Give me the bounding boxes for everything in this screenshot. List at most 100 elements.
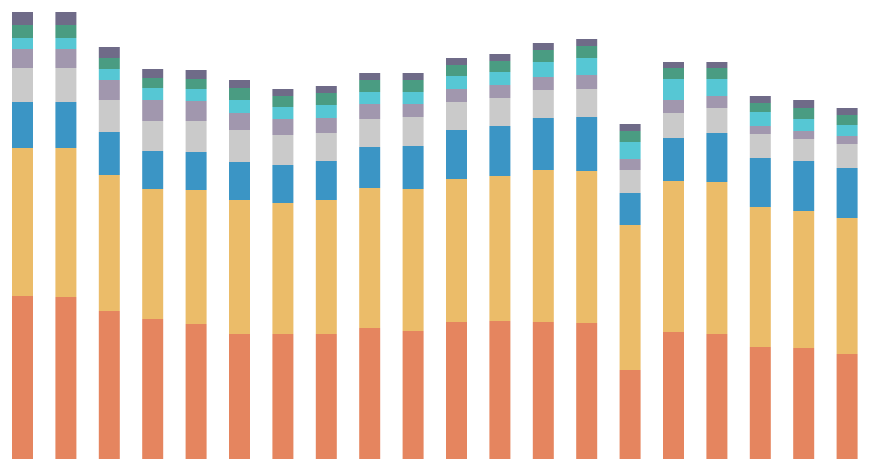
bar-segment-3-series-4 (98, 100, 120, 132)
bar-segment-14-series-6 (576, 58, 598, 75)
bar-segment-16-series-4 (663, 113, 684, 138)
bar-segment-3-series-6 (98, 69, 120, 80)
bar-segment-5-series-7 (185, 79, 207, 89)
bar-segment-2-series-2 (55, 148, 77, 297)
bar-segment-7-series-6 (272, 107, 294, 119)
bar-segment-10-series-1 (402, 331, 424, 459)
bar-segment-20-series-1 (836, 354, 858, 459)
bar-segment-16-series-5 (663, 100, 684, 113)
bar-segment-14-series-8 (576, 39, 598, 46)
bar-segment-15-series-3 (619, 193, 641, 225)
bar-segment-3-series-8 (98, 47, 120, 58)
bar-segment-2-series-4 (55, 68, 77, 102)
bar-segment-17-series-6 (706, 79, 728, 96)
bar-segment-17-series-2 (706, 182, 728, 334)
bar-segment-8-series-6 (315, 105, 337, 118)
bar-segment-9-series-7 (359, 80, 381, 92)
bar-segment-5-series-1 (185, 324, 207, 459)
bar-segment-18-series-5 (749, 126, 771, 134)
bar-segment-11-series-2 (446, 179, 467, 322)
bar-segment-14-series-7 (576, 46, 598, 58)
bar-segment-1-series-5 (12, 49, 33, 68)
bar-segment-1-series-8 (12, 12, 33, 25)
bar-segment-12-series-4 (489, 98, 511, 126)
bar-segment-4-series-6 (142, 88, 164, 100)
bar-segment-6-series-7 (229, 88, 250, 100)
bar-segment-1-series-1 (12, 296, 33, 459)
bar-segment-1-series-6 (12, 38, 33, 49)
bar-segment-7-series-4 (272, 135, 294, 165)
bar-segment-16-series-8 (663, 62, 684, 68)
bar-segment-6-series-2 (229, 200, 250, 334)
bar-segment-19-series-8 (793, 100, 815, 108)
bar-segment-16-series-3 (663, 138, 684, 181)
bar-segment-3-series-1 (98, 311, 120, 459)
bar-segment-14-series-2 (576, 171, 598, 323)
bar-segment-9-series-3 (359, 147, 381, 188)
bar-segment-13-series-4 (532, 90, 554, 118)
bar-segment-15-series-7 (619, 131, 641, 142)
bar-segment-3-series-3 (98, 132, 120, 175)
bar-segment-10-series-8 (402, 73, 424, 80)
bar-segment-8-series-1 (315, 334, 337, 459)
bar-segment-15-series-2 (619, 225, 641, 370)
bar-segment-20-series-8 (836, 108, 858, 115)
bar-segment-4-series-2 (142, 189, 164, 319)
bar-segment-10-series-4 (402, 117, 424, 146)
bar-segment-16-series-7 (663, 68, 684, 79)
bar-segment-12-series-8 (489, 54, 511, 61)
bar-segment-4-series-4 (142, 121, 164, 151)
bar-segment-7-series-5 (272, 119, 294, 135)
bar-segment-19-series-1 (793, 348, 815, 459)
bar-segment-6-series-4 (229, 130, 250, 162)
bar-segment-16-series-1 (663, 332, 684, 459)
bar-segment-17-series-1 (706, 334, 728, 459)
bar-segment-1-series-7 (12, 25, 33, 38)
bar-segment-18-series-2 (749, 207, 771, 347)
bar-segment-20-series-7 (836, 115, 858, 125)
bar-segment-6-series-5 (229, 113, 250, 130)
bar-segment-4-series-5 (142, 100, 164, 121)
bar-segment-6-series-6 (229, 100, 250, 113)
bar-segment-1-series-2 (12, 148, 33, 296)
bar-segment-5-series-5 (185, 101, 207, 121)
bar-segment-5-series-2 (185, 190, 207, 324)
bar-segment-11-series-6 (446, 76, 467, 89)
bar-segment-12-series-3 (489, 126, 511, 176)
bar-segment-19-series-2 (793, 211, 815, 348)
bar-segment-8-series-2 (315, 200, 337, 334)
bar-segment-10-series-5 (402, 104, 424, 117)
bar-segment-2-series-7 (55, 25, 77, 38)
bar-segment-15-series-5 (619, 159, 641, 170)
bar-segment-15-series-8 (619, 124, 641, 131)
bar-segment-15-series-1 (619, 370, 641, 459)
bar-segment-20-series-4 (836, 144, 858, 168)
bar-segment-10-series-3 (402, 146, 424, 189)
bar-segment-10-series-2 (402, 189, 424, 331)
bar-segment-19-series-5 (793, 131, 815, 139)
bar-segment-1-series-4 (12, 68, 33, 102)
bar-segment-1-series-3 (12, 102, 33, 148)
bar-segment-17-series-8 (706, 62, 728, 68)
bar-segment-12-series-1 (489, 321, 511, 459)
bar-segment-19-series-7 (793, 108, 815, 119)
bar-segment-20-series-6 (836, 125, 858, 136)
bar-segment-12-series-5 (489, 85, 511, 98)
bar-segment-19-series-3 (793, 161, 815, 211)
bar-segment-18-series-8 (749, 96, 771, 103)
bar-segment-14-series-1 (576, 323, 598, 459)
bar-segment-9-series-6 (359, 92, 381, 104)
bar-segment-13-series-3 (532, 118, 554, 170)
bar-segment-6-series-1 (229, 334, 250, 459)
bar-segment-4-series-3 (142, 151, 164, 189)
bar-segment-9-series-2 (359, 188, 381, 328)
bar-segment-13-series-1 (532, 322, 554, 459)
bar-segment-18-series-3 (749, 158, 771, 207)
bar-segment-8-series-7 (315, 93, 337, 105)
bar-segment-20-series-2 (836, 218, 858, 354)
bar-segment-7-series-3 (272, 165, 294, 203)
bar-segment-13-series-6 (532, 62, 554, 77)
bar-segment-8-series-8 (315, 86, 337, 93)
bar-segment-4-series-7 (142, 78, 164, 88)
